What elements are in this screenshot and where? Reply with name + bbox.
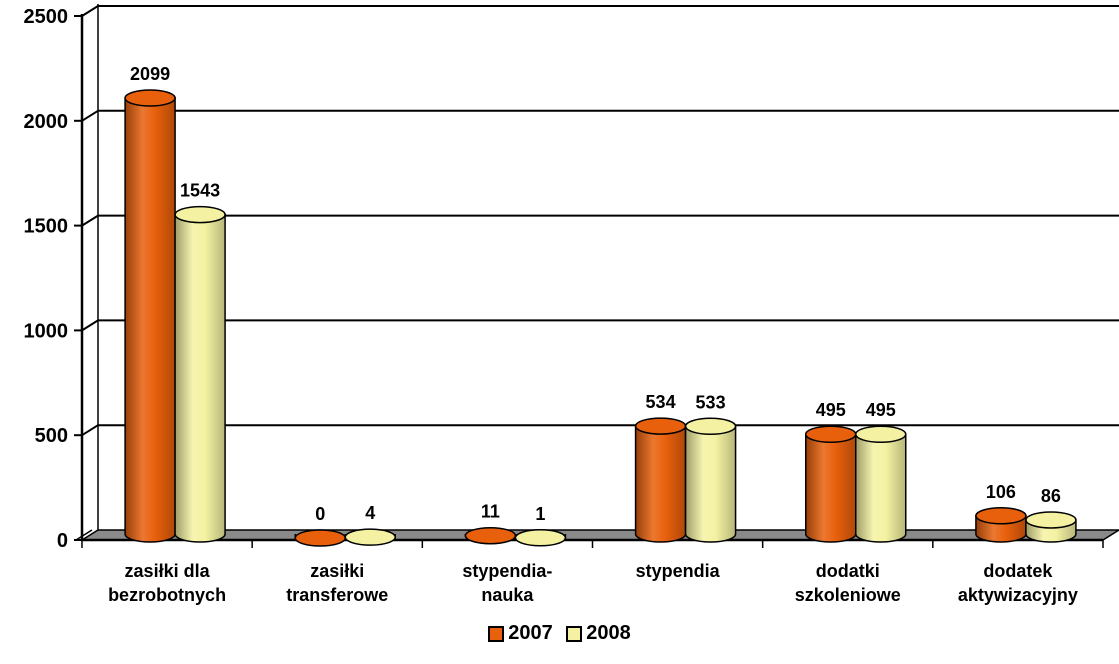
x-tick-label: dodatki (816, 561, 880, 581)
bar-2008-4 (855, 425, 907, 543)
legend-item-2008: 2008 (566, 622, 631, 645)
data-label-2007-1: 0 (315, 504, 325, 524)
x-tick-label: aktywizacyjny (958, 585, 1078, 605)
legend-label-2008: 2008 (586, 622, 631, 644)
bar-2007-0 (124, 89, 176, 543)
chart-legend: 2007 2008 (0, 622, 1119, 648)
gridline-diag (81, 5, 99, 17)
legend-swatch-2007 (488, 625, 505, 642)
data-label-2007-3: 534 (646, 392, 676, 412)
legend-item-2007: 2007 (488, 622, 553, 645)
legend-label-2007: 2007 (508, 622, 553, 644)
data-label-2007-2: 11 (481, 502, 500, 522)
data-label-2008-5: 86 (1041, 486, 1061, 506)
x-tick-label: bezrobotnych (108, 585, 226, 605)
x-tick-label: stypendia (636, 561, 721, 581)
gridline-diag (81, 424, 99, 437)
bar-2007-5 (975, 507, 1027, 543)
gridline-diag (81, 214, 99, 227)
bar-2008-2 (514, 529, 567, 547)
x-tick-label: zasiłki dla (125, 561, 211, 581)
x-tick-label: stypendia- (462, 561, 552, 581)
y-tick-label: 500 (35, 425, 68, 447)
x-tick-label: transferowe (286, 585, 388, 605)
data-label-2007-5: 106 (986, 482, 1016, 502)
data-label-2008-3: 533 (696, 392, 726, 412)
bar-2007-3 (634, 417, 687, 543)
data-label-2007-4: 495 (816, 400, 846, 420)
bar-2008-5 (1025, 511, 1077, 543)
gridline-diag (81, 319, 99, 332)
y-tick-label: 1500 (24, 216, 69, 238)
y-tick-label: 1000 (24, 320, 69, 342)
data-label-2008-0: 1543 (180, 181, 220, 201)
legend-swatch-2008 (566, 625, 583, 642)
y-tick-label: 2500 (24, 6, 69, 28)
data-label-2008-4: 495 (866, 400, 896, 420)
bar-2008-0 (174, 205, 226, 543)
bar-2007-1 (294, 529, 346, 547)
y-tick-label: 0 (57, 530, 68, 552)
bar-2008-1 (344, 528, 396, 546)
gridline-diag (81, 109, 99, 122)
chart-floor (79, 529, 1119, 541)
x-tick-label: dodatek (983, 561, 1053, 581)
data-label-2008-1: 4 (365, 503, 375, 523)
data-label-2007-0: 2099 (130, 64, 170, 84)
bar-2007-4 (805, 425, 857, 543)
y-tick-label: 2000 (24, 111, 69, 133)
x-tick-label: zasiłki (310, 561, 364, 581)
floor-edge (75, 529, 93, 541)
x-tick-label: nauka (481, 585, 534, 605)
bar-2007-2 (464, 526, 517, 545)
x-tick-label: szkoleniowe (795, 585, 901, 605)
data-label-2008-2: 1 (535, 504, 545, 524)
bar-2008-3 (684, 417, 737, 543)
